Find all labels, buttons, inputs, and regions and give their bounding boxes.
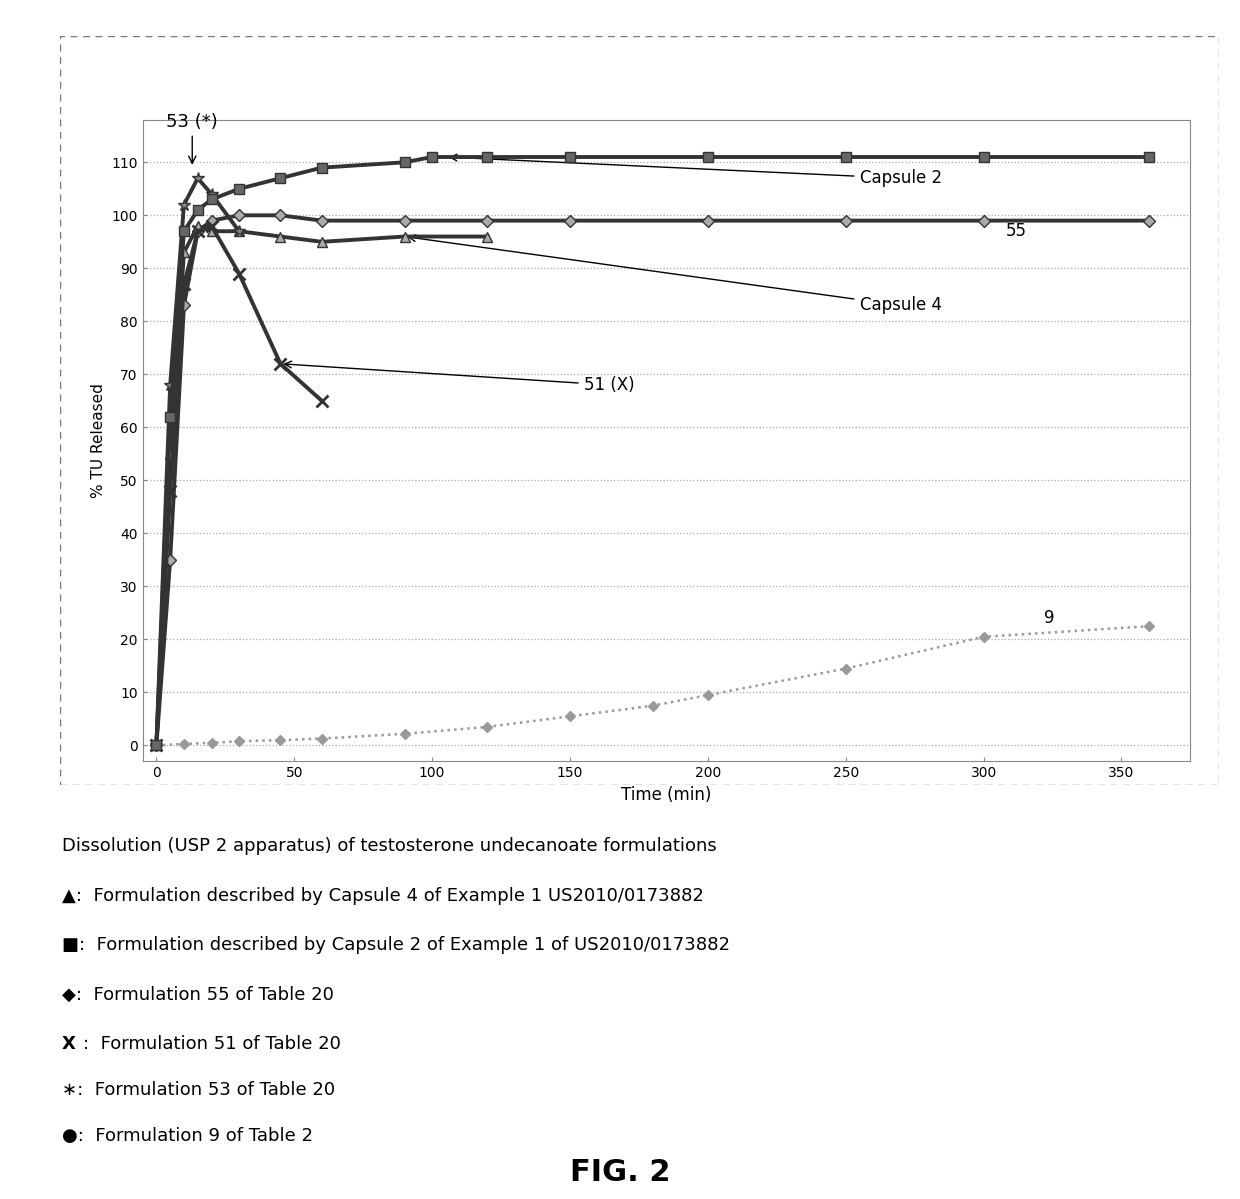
Text: ●:  Formulation 9 of Table 2: ●: Formulation 9 of Table 2 [62,1127,312,1145]
Text: :  Formulation 51 of Table 20: : Formulation 51 of Table 20 [83,1035,341,1053]
Text: ◆:  Formulation 55 of Table 20: ◆: Formulation 55 of Table 20 [62,986,334,1004]
Text: FIG. 2: FIG. 2 [569,1158,671,1187]
Text: X: X [62,1035,76,1053]
Text: 9: 9 [1044,609,1055,627]
Text: ∗:  Formulation 53 of Table 20: ∗: Formulation 53 of Table 20 [62,1081,335,1099]
X-axis label: Time (min): Time (min) [621,785,712,803]
Text: 53 (*): 53 (*) [166,113,218,163]
Text: ▲:  Formulation described by Capsule 4 of Example 1 US2010/0173882: ▲: Formulation described by Capsule 4 of… [62,886,704,904]
Text: ■:  Formulation described by Capsule 2 of Example 1 of US2010/0173882: ■: Formulation described by Capsule 2 of… [62,936,730,954]
Text: Capsule 2: Capsule 2 [450,155,941,187]
Text: Capsule 4: Capsule 4 [409,235,941,314]
Y-axis label: % TU Released: % TU Released [91,384,105,498]
Text: 55: 55 [1006,222,1027,240]
Text: Dissolution (USP 2 apparatus) of testosterone undecanoate formulations: Dissolution (USP 2 apparatus) of testost… [62,837,717,855]
Text: 51 (X): 51 (X) [285,361,635,394]
